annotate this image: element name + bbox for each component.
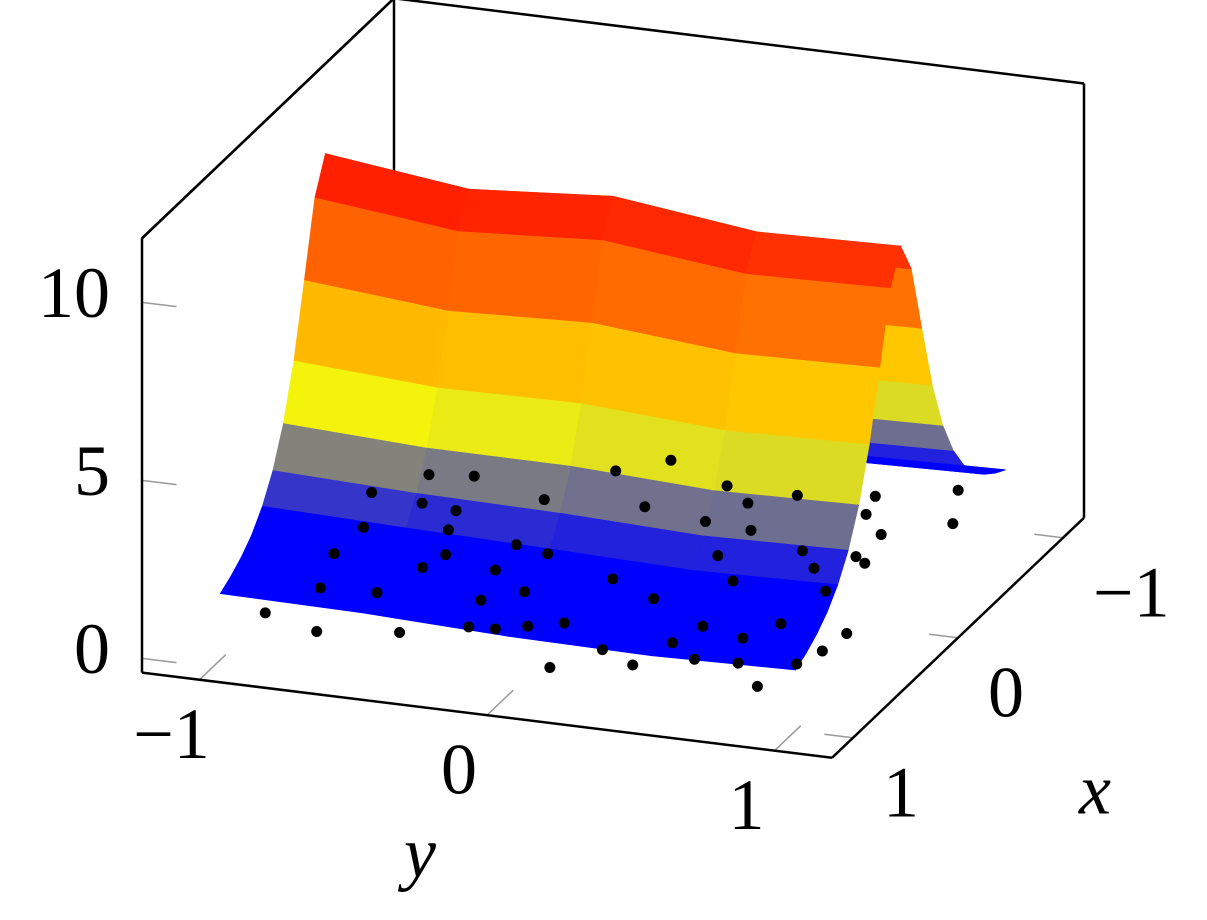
scatter-point: [314, 582, 326, 594]
scatter-point: [544, 662, 556, 674]
scatter-point: [875, 528, 887, 540]
scatter-point: [850, 551, 862, 563]
scatter-point: [357, 521, 369, 533]
scatter-point: [742, 497, 754, 509]
scatter-point: [732, 657, 744, 669]
scatter-point: [796, 545, 808, 557]
tick-mark: [1034, 533, 1064, 539]
tick-mark: [141, 479, 177, 486]
scatter-point: [489, 564, 501, 576]
scatter-point: [475, 594, 487, 606]
scatter-point: [463, 621, 475, 633]
z-tick-label: 0: [74, 609, 110, 689]
scatter-point: [859, 557, 871, 569]
x-tick-label: 1: [883, 752, 919, 832]
scatter-point: [468, 470, 480, 482]
scatter-point: [860, 508, 872, 520]
tick-mark: [141, 657, 177, 664]
scatter-point: [440, 549, 452, 561]
scatter-point: [558, 617, 570, 629]
scatter-point: [607, 573, 619, 585]
y-tick-label: −1: [133, 694, 210, 774]
surface-patch: [735, 273, 891, 369]
box-edge: [141, 0, 395, 240]
scatter-point: [366, 487, 378, 499]
scatter-point: [610, 465, 622, 477]
scatter-point: [639, 501, 651, 513]
scatter-point: [952, 484, 964, 496]
scatter-point: [791, 489, 803, 501]
surface-patch: [437, 310, 593, 405]
scatter-point: [489, 623, 501, 635]
scatter-point: [816, 645, 828, 657]
scatter-point: [416, 562, 428, 574]
scatter-point: [869, 490, 881, 502]
box-edge: [397, 0, 1085, 85]
scatter-point: [328, 548, 340, 560]
y-axis-label: y: [397, 813, 436, 893]
scatter-point: [371, 587, 383, 599]
tick-mark: [824, 733, 854, 739]
box-edge: [831, 516, 1085, 759]
scatter-point: [751, 680, 763, 692]
x-tick-label: −1: [1093, 552, 1170, 632]
z-tick-label: 5: [74, 431, 110, 511]
tick-mark: [486, 689, 514, 716]
scatter-point: [311, 625, 323, 637]
scatter-point: [538, 494, 550, 506]
scatter-point: [688, 653, 700, 665]
scatter-point: [737, 632, 749, 644]
scatter-point: [697, 620, 709, 632]
y-tick-label: 1: [729, 765, 765, 845]
scatter-point: [775, 618, 787, 630]
scatter-point: [394, 626, 406, 638]
y-tick-label: 0: [441, 730, 477, 810]
scatter-point: [542, 548, 554, 560]
tick-mark: [198, 654, 227, 681]
scatter-point: [442, 524, 454, 536]
scatter-point: [627, 659, 639, 671]
scatter-point: [423, 469, 435, 481]
tick-mark: [929, 633, 959, 639]
scatter-point: [648, 593, 660, 605]
surface-patch: [650, 638, 807, 671]
x-tick-label: 0: [988, 652, 1024, 732]
scatter-point: [522, 620, 534, 632]
scatter-point: [665, 454, 677, 466]
tick-mark: [773, 725, 802, 752]
scatter-point: [519, 586, 530, 598]
surface-patch: [724, 353, 881, 446]
z-tick-label: 10: [38, 253, 110, 333]
scatter-point: [721, 480, 733, 492]
scatter-point: [808, 562, 820, 574]
box-edge: [141, 671, 833, 760]
scatter-point: [666, 637, 678, 649]
scatter-point: [745, 524, 757, 536]
scatter-point: [596, 644, 608, 656]
x-axis-label: x: [1078, 750, 1111, 830]
scatter-point: [416, 497, 428, 509]
scatter-point: [820, 585, 832, 597]
scatter-point: [510, 539, 522, 551]
tick-mark: [141, 301, 177, 308]
scatter-point: [712, 550, 724, 562]
scatter-point: [450, 505, 462, 517]
surface-patch: [447, 231, 604, 324]
scatter-point: [791, 658, 803, 670]
scatter-point: [699, 515, 711, 527]
scatter-point: [947, 518, 959, 530]
scatter-point: [259, 607, 271, 619]
scatter-point: [841, 627, 853, 639]
scatter-point: [727, 575, 739, 587]
